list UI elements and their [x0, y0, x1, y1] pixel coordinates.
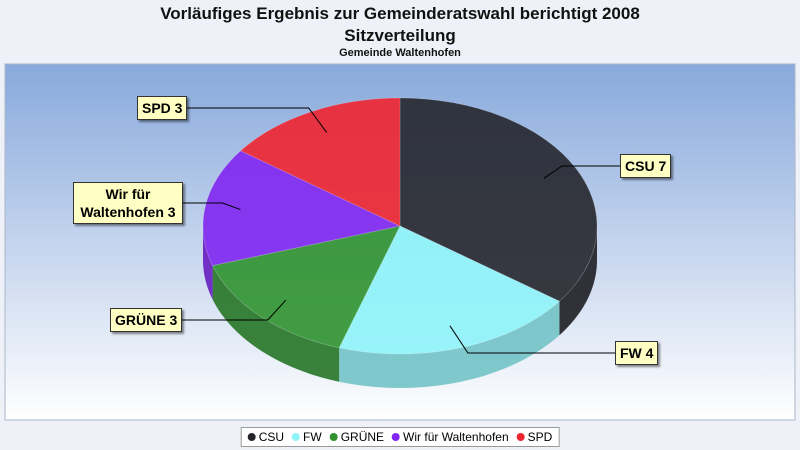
data-label: FW 4: [615, 341, 659, 365]
legend-swatch: [329, 433, 338, 441]
legend: CSU FW GRÜNE Wir für Waltenhofen SPD: [240, 427, 560, 447]
slice: [399, 97, 598, 336]
slice-top: [399, 97, 598, 302]
slice-top: [239, 97, 401, 227]
legend-label: GRÜNE: [340, 430, 385, 444]
legend-label: Wir für Waltenhofen: [403, 430, 509, 444]
data-label: SPD 3: [137, 96, 188, 120]
chart-note: Gemeinde Waltenhofen: [339, 47, 461, 59]
legend-label: SPD: [527, 430, 553, 444]
slice: [202, 150, 402, 300]
slice-side: [339, 301, 560, 388]
legend-swatch: [392, 433, 401, 441]
data-label: Wir für Waltenhofen 3: [73, 182, 183, 224]
legend-item: SPD: [516, 430, 553, 444]
slice-top: [338, 225, 561, 355]
data-label: CSU 7: [620, 154, 672, 178]
slice-top: [202, 150, 402, 267]
legend-item: CSU: [247, 430, 285, 444]
chart-subtitle: Sitzverteilung: [344, 26, 456, 45]
legend-label: FW: [303, 430, 322, 444]
slice: [239, 97, 401, 227]
legend-label: CSU: [258, 430, 285, 444]
legend-item: FW: [292, 430, 322, 444]
chart-title: Vorläufiges Ergebnis zur Gemeinderatswah…: [160, 4, 640, 23]
leader-line: [182, 299, 287, 321]
slice: [338, 225, 561, 388]
slice-side: [212, 265, 340, 382]
legend-swatch: [516, 433, 525, 441]
data-label: GRÜNE 3: [110, 308, 183, 332]
slice-top: [211, 225, 401, 349]
legend-swatch: [247, 433, 256, 441]
legend-item: Wir für Waltenhofen: [392, 430, 509, 444]
leader-line: [543, 165, 620, 179]
leader-line: [187, 107, 328, 133]
slice: [211, 225, 401, 382]
slice-side: [559, 226, 597, 336]
slice-side: [203, 226, 213, 300]
leader-line: [449, 325, 615, 354]
legend-item: GRÜNE: [329, 430, 385, 444]
legend-swatch: [292, 433, 301, 441]
leader-line: [183, 202, 241, 211]
